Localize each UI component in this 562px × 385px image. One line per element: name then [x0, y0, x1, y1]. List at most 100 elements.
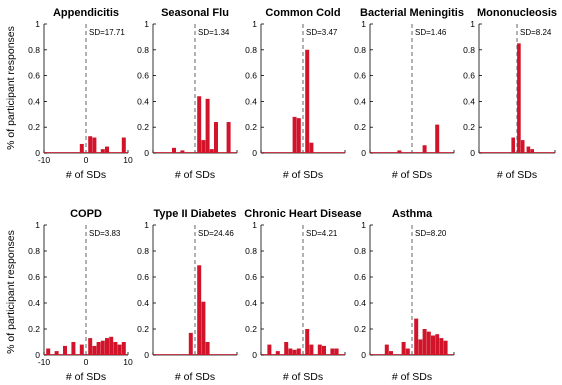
histogram-bar — [520, 140, 525, 153]
y-tick-label: 1 — [252, 220, 257, 230]
x-axis-label: # of SDs — [283, 169, 323, 181]
y-tick-label: 0.8 — [245, 246, 257, 256]
y-tick-label: 0.2 — [137, 122, 149, 132]
sd-annotation: SD=24.46 — [198, 229, 234, 238]
histogram-bar — [305, 329, 310, 355]
x-axis-label: # of SDs — [283, 371, 323, 383]
y-tick-label: 1 — [361, 220, 366, 230]
y-tick-label: 0.4 — [137, 96, 149, 106]
histogram-bar — [100, 149, 105, 153]
y-tick-label: 0.6 — [245, 71, 257, 81]
histogram-bar — [197, 96, 202, 153]
y-tick-label: 0.2 — [463, 122, 475, 132]
panel-title: Type II Diabetes — [154, 208, 237, 220]
y-tick-label: 0.2 — [354, 324, 366, 334]
x-axis-label: # of SDs — [66, 371, 106, 383]
y-tick-label: 0.4 — [137, 298, 149, 308]
y-tick-label: 0.6 — [463, 71, 475, 81]
histogram-bar — [334, 348, 339, 355]
y-axis-label-bottom: % of participant responses — [5, 230, 17, 354]
histogram-bar — [296, 118, 301, 153]
histogram-bar — [435, 124, 440, 153]
y-tick-label: 0.4 — [28, 298, 40, 308]
y-axis-label-top: % of participant responses — [5, 26, 17, 150]
x-axis-label: # of SDs — [497, 169, 537, 181]
histogram-bar — [109, 336, 114, 355]
histogram-bar — [422, 329, 427, 355]
histogram-bar — [100, 340, 105, 355]
panel-type-ii-diabetes: Type II Diabetes 0 0.2 0.4 0.6 0.8 1 SD=24.46 # … — [137, 208, 238, 383]
histogram-bar — [305, 49, 310, 153]
histogram-bar — [431, 335, 435, 355]
sd-annotation: SD=1.46 — [415, 28, 447, 37]
histogram-bar — [121, 137, 126, 153]
histogram-bar — [414, 318, 419, 355]
y-tick-label: 0.6 — [28, 71, 40, 81]
y-tick-label: 0 — [470, 148, 475, 158]
histogram-bar — [443, 340, 448, 355]
y-tick-label: 0.8 — [463, 45, 475, 55]
histogram-bar — [205, 342, 210, 355]
panel-title: Chronic Heart Disease — [244, 208, 361, 220]
panel-title: Seasonal Flu — [161, 7, 229, 19]
y-tick-label: 0.8 — [354, 45, 366, 55]
y-tick-label: 1 — [252, 19, 257, 29]
x-tick-label: -10 — [38, 357, 51, 367]
x-tick-label: 0 — [84, 155, 89, 165]
histogram-bar — [296, 348, 301, 355]
x-tick-label: 10 — [123, 357, 133, 367]
y-tick-label: 1 — [470, 19, 475, 29]
histogram-bar — [418, 339, 423, 355]
y-tick-label: 0.2 — [137, 324, 149, 334]
histogram-bar — [92, 137, 97, 153]
histogram-bar — [309, 142, 314, 153]
y-tick-label: 0 — [35, 148, 40, 158]
histogram-bar — [267, 344, 272, 355]
histogram-bar — [197, 265, 202, 355]
histogram-bar — [422, 145, 427, 153]
sd-annotation: SD=1.34 — [198, 28, 230, 37]
histogram-bar — [389, 351, 393, 355]
panel-title: COPD — [70, 208, 102, 220]
histogram-bar — [275, 351, 280, 355]
panel-title: Mononucleosis — [477, 7, 557, 19]
histogram-bar — [322, 345, 326, 355]
histogram-bar — [426, 331, 431, 355]
histogram-bar — [71, 342, 76, 355]
histogram-bar — [79, 344, 84, 355]
y-tick-label: 0.6 — [137, 272, 149, 282]
histogram-bar — [205, 98, 210, 153]
histogram-bar — [96, 342, 101, 355]
sd-annotation: SD=3.83 — [89, 229, 121, 238]
histogram-bar — [201, 301, 206, 355]
sd-annotation: SD=8.20 — [415, 229, 447, 238]
panel-title: Appendicitis — [53, 7, 119, 19]
panel-title: Bacterial Meningitis — [360, 7, 464, 19]
sd-annotation: SD=8.24 — [520, 28, 552, 37]
y-tick-label: 1 — [144, 19, 149, 29]
y-tick-label: 0 — [35, 350, 40, 360]
panel-chronic-heart-disease: Chronic Heart Disease 0 0.2 0.4 0.6 0.8 1 SD=4.… — [244, 208, 361, 383]
histogram-bar — [439, 338, 444, 355]
panel-title: Asthma — [392, 208, 433, 220]
y-tick-label: 1 — [144, 220, 149, 230]
y-tick-label: 0.2 — [354, 122, 366, 132]
panel-seasonal-flu: Seasonal Flu 0 0.2 0.4 0.6 0.8 1 SD=1.34 # of SD… — [137, 7, 238, 181]
histogram-bar — [105, 338, 109, 355]
y-tick-label: 0.8 — [137, 45, 149, 55]
histogram-bar — [292, 349, 297, 355]
x-tick-label: 10 — [123, 155, 133, 165]
histogram-bar — [511, 137, 516, 153]
y-tick-label: 0.2 — [245, 122, 257, 132]
panel-bacterial-meningitis: Bacterial Meningitis 0 0.2 0.4 0.6 0.8 1 SD=1.4… — [354, 7, 464, 181]
x-axis-label: # of SDs — [175, 169, 215, 181]
y-tick-label: 0 — [361, 350, 366, 360]
histogram-bar — [226, 122, 231, 153]
histogram-bar — [288, 348, 293, 355]
histogram-bar — [317, 344, 322, 355]
y-tick-label: 0.4 — [245, 96, 257, 106]
histogram-bar — [526, 146, 531, 153]
